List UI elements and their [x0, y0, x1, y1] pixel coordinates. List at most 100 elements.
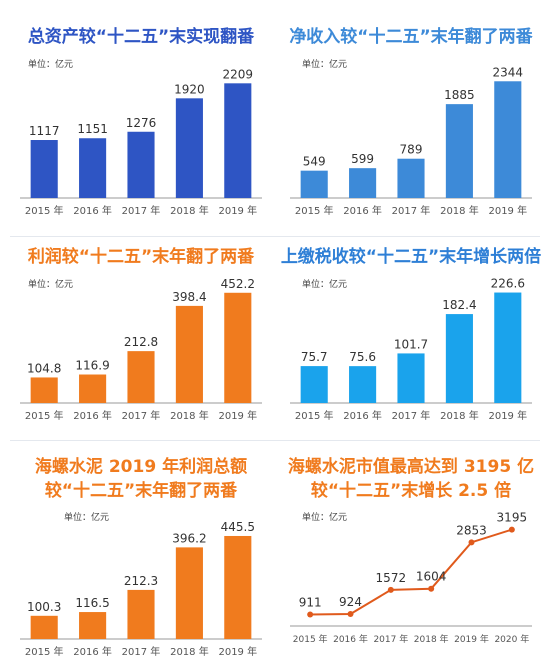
x-tick-label: 2015 年 — [25, 204, 64, 217]
data-label: 75.7 — [301, 350, 328, 364]
x-tick-label: 2018 年 — [414, 633, 449, 645]
x-tick-label: 2015 年 — [295, 409, 334, 422]
x-tick-label: 2017 年 — [392, 204, 431, 217]
bar — [349, 366, 377, 403]
bar — [224, 535, 252, 639]
data-label: 1572 — [376, 571, 407, 585]
bar — [175, 98, 203, 198]
bar — [445, 104, 473, 198]
x-tick-label: 2017 年 — [122, 645, 161, 658]
data-label: 116.5 — [75, 596, 109, 610]
x-tick-label: 2019 年 — [218, 204, 257, 217]
data-label: 212.3 — [124, 574, 158, 588]
data-label: 226.6 — [491, 277, 525, 291]
bar — [397, 158, 425, 198]
divider — [10, 236, 540, 237]
line-chart-market-cap: 2015 年 2016 年 2017 年 2018 年 2019 年 2020 年 911 9… — [290, 511, 532, 645]
data-label: 101.7 — [394, 337, 428, 351]
bar — [300, 366, 328, 403]
bar-chart-net-income: 549 2015 年 599 2016 年 789 2017 年 1885 2018 年 234… — [290, 65, 532, 217]
x-tick-label: 2016 年 — [73, 645, 112, 658]
chart-subtitle: 较“十二五”末增长 2.5 倍 — [310, 481, 512, 501]
bar — [175, 547, 203, 639]
unit-label: 单位：亿元 — [302, 513, 348, 523]
bar — [79, 374, 107, 403]
data-label: 1604 — [416, 570, 447, 584]
bar — [79, 612, 107, 639]
x-tick-label: 2015 年 — [293, 633, 328, 645]
x-tick-label: 2017 年 — [122, 204, 161, 217]
data-point — [428, 585, 435, 592]
bar — [175, 305, 203, 403]
chart-panel-tax: 上缴税收较“十二五”末年增长两倍 单位：亿元 75.7 2015 年 75.6 201… — [280, 246, 542, 430]
data-label: 116.9 — [75, 359, 109, 373]
chart-title: 海螺水泥 2019 年利润总额 — [34, 457, 248, 477]
x-tick-label: 2017 年 — [122, 409, 161, 422]
data-label: 3195 — [497, 511, 528, 525]
x-tick-label: 2019 年 — [488, 204, 527, 217]
bar — [494, 81, 522, 198]
data-label: 924 — [339, 595, 362, 609]
data-label: 1885 — [444, 88, 475, 102]
x-tick-label: 2019 年 — [218, 409, 257, 422]
chart-title: 利润较“十二五”末年翻了两番 — [27, 247, 255, 267]
chart-panel-net-income: 净收入较“十二五”末年翻了两番 单位：亿元 549 2015 年 599 2016 年… — [280, 26, 542, 226]
data-point — [307, 611, 314, 618]
chart-panel-profit: 利润较“十二五”末年翻了两番 单位：亿元 104.8 2015 年 116.9 201… — [10, 246, 272, 430]
data-label: 398.4 — [172, 290, 206, 304]
data-label: 1920 — [174, 82, 205, 96]
data-label: 2344 — [493, 65, 524, 79]
x-tick-label: 2016 年 — [343, 409, 382, 422]
unit-label: 单位：亿元 — [28, 60, 74, 70]
data-label: 2209 — [223, 67, 254, 81]
chart-title: 总资产较“十二五”末实现翻番 — [27, 27, 255, 47]
x-tick-label: 2018 年 — [170, 409, 209, 422]
divider — [10, 440, 540, 441]
chart-title: 海螺水泥市值最高达到 3195 亿 — [287, 457, 535, 477]
chart-title: 净收入较“十二五”末年翻了两番 — [289, 27, 533, 47]
unit-label: 单位：亿元 — [302, 280, 348, 290]
data-label: 182.4 — [442, 298, 476, 312]
data-label: 1151 — [77, 122, 108, 136]
chart-panel-conch-profit: 海螺水泥 2019 年利润总额 较“十二五”末年翻了两番 单位：亿元 100.3… — [10, 456, 272, 658]
x-tick-label: 2019 年 — [454, 633, 489, 645]
bar — [127, 131, 155, 198]
bar — [127, 351, 155, 403]
data-label: 1276 — [126, 116, 157, 130]
data-point — [387, 586, 394, 593]
x-tick-label: 2016 年 — [333, 633, 368, 645]
unit-label: 单位：亿元 — [302, 60, 348, 70]
chart-panel-market-cap: 海螺水泥市值最高达到 3195 亿 较“十二五”末增长 2.5 倍 单位：亿元 … — [280, 456, 542, 656]
data-label: 104.8 — [27, 361, 61, 375]
bar — [349, 168, 377, 198]
data-label: 445.5 — [221, 520, 255, 534]
bar — [494, 292, 522, 403]
bar-chart-tax: 75.7 2015 年 75.6 2016 年 101.7 2017 年 182.4 2018… — [290, 277, 532, 422]
data-label: 1117 — [29, 124, 60, 138]
unit-label: 单位：亿元 — [64, 513, 110, 523]
data-label: 75.6 — [349, 350, 376, 364]
data-label: 549 — [303, 155, 326, 169]
x-tick-label: 2018 年 — [440, 409, 479, 422]
data-label: 2853 — [456, 523, 487, 537]
data-point — [468, 539, 475, 546]
data-label: 452.2 — [221, 277, 255, 291]
x-tick-label: 2016 年 — [73, 204, 112, 217]
bar — [30, 140, 58, 198]
data-label: 911 — [299, 595, 322, 609]
x-tick-label: 2018 年 — [170, 645, 209, 658]
x-tick-label: 2018 年 — [440, 204, 479, 217]
chart-title: 上缴税收较“十二五”末年增长两倍 — [280, 247, 542, 267]
x-tick-label: 2017 年 — [373, 633, 408, 645]
unit-label: 单位：亿元 — [28, 280, 74, 290]
data-label: 212.8 — [124, 335, 158, 349]
bar — [445, 314, 473, 403]
x-tick-label: 2017 年 — [392, 409, 431, 422]
bar — [30, 615, 58, 639]
chart-subtitle: 较“十二五”末年翻了两番 — [44, 481, 238, 501]
bar — [300, 170, 328, 198]
bar — [79, 138, 107, 198]
bar — [224, 292, 252, 403]
chart-panel-total-assets: 总资产较“十二五”末实现翻番 单位：亿元 1117 2015 年 1151 2016 … — [10, 26, 272, 226]
x-tick-label: 2015 年 — [295, 204, 334, 217]
